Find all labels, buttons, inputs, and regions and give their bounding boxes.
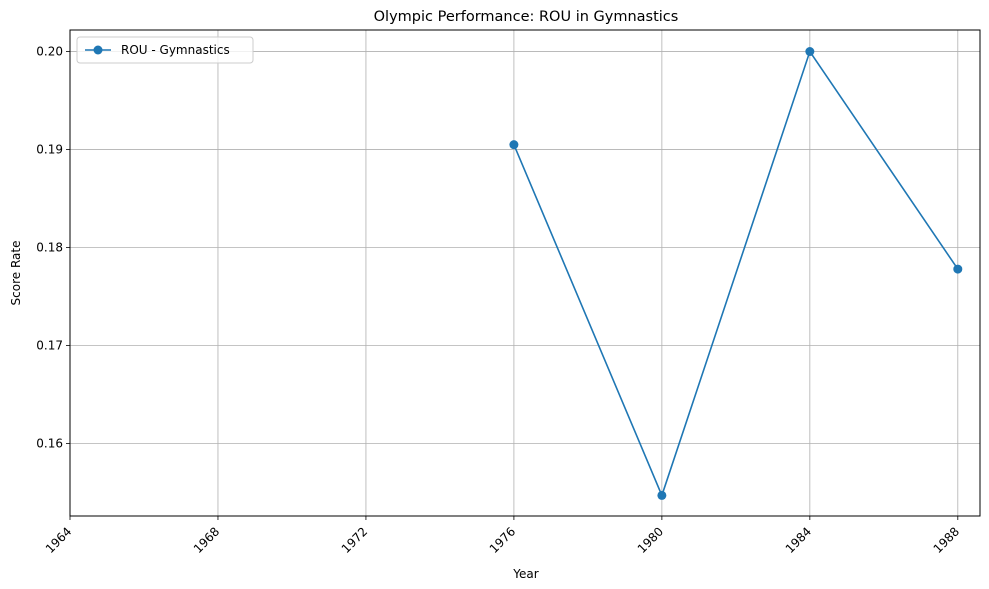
x-tick-label: 1988 (931, 524, 962, 555)
y-tick-label: 0.19 (36, 143, 63, 157)
x-tick-label: 1964 (43, 524, 74, 555)
data-point (657, 490, 667, 500)
legend-label: ROU - Gymnastics (121, 43, 230, 57)
data-point (953, 264, 963, 274)
y-axis-label: Score Rate (9, 241, 23, 306)
y-tick-label: 0.20 (36, 45, 63, 59)
y-tick-label: 0.17 (36, 339, 63, 353)
data-point (509, 140, 519, 150)
y-axis: 0.16 0.17 0.18 0.19 0.20 (36, 45, 70, 450)
plot-frame (69, 29, 981, 517)
data-point (805, 47, 815, 57)
legend-box (76, 36, 254, 64)
y-tick-label: 0.16 (36, 436, 63, 450)
legend: ROU - Gymnastics (76, 36, 254, 64)
chart-title: Olympic Performance: ROU in Gymnastics (374, 9, 679, 25)
x-tick-label: 1980 (635, 524, 666, 555)
series-line (513, 49, 959, 498)
series-layer (509, 47, 963, 500)
y-tick-label: 0.18 (36, 241, 63, 255)
x-axis-label: Year (512, 567, 538, 581)
legend-marker-swatch (93, 45, 103, 55)
x-tick-label: 1968 (191, 524, 222, 555)
x-tick-label: 1972 (339, 524, 370, 555)
x-axis: 1964 1968 1972 1976 1980 1984 1988 (43, 516, 962, 556)
grid-lines (69, 30, 980, 516)
x-tick-label: 1984 (783, 524, 814, 555)
x-tick-label: 1976 (487, 524, 518, 555)
